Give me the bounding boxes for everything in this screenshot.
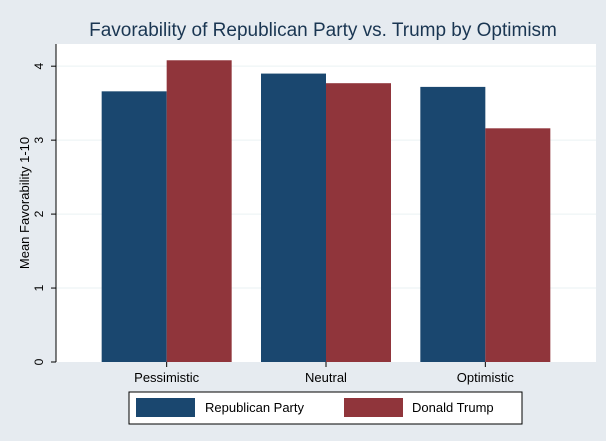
- x-axis-labels: Pessimistic Neutral Optimistic: [134, 362, 514, 385]
- x-tick-label: Optimistic: [457, 370, 515, 385]
- y-axis-ticks: 0 1 2 3 4: [32, 63, 56, 365]
- x-tick-label: Pessimistic: [134, 370, 200, 385]
- y-axis-label: Mean Favorability 1-10: [17, 137, 32, 269]
- y-tick-label: 2: [32, 210, 46, 217]
- bar-republican-party-neutral: [261, 73, 326, 363]
- y-tick-label: 1: [32, 284, 46, 291]
- legend-label: Republican Party: [205, 400, 304, 415]
- x-tick-label: Neutral: [305, 370, 347, 385]
- bar-republican-party-optimistic: [420, 86, 486, 363]
- y-tick-label: 4: [32, 63, 46, 70]
- bars: [101, 60, 551, 363]
- bar-republican-party-pessimistic: [101, 91, 167, 362]
- y-tick-label: 0: [32, 358, 46, 365]
- bar-donald-trump-optimistic: [485, 128, 551, 362]
- bar-donald-trump-neutral: [326, 83, 391, 363]
- legend-swatch: [344, 398, 403, 417]
- chart-title: Favorability of Republican Party vs. Tru…: [89, 20, 557, 41]
- bar-donald-trump-pessimistic: [166, 60, 232, 362]
- legend: Republican Party Donald Trump: [128, 391, 523, 425]
- legend-swatch: [136, 398, 195, 417]
- legend-label: Donald Trump: [412, 400, 494, 415]
- y-tick-label: 3: [32, 136, 46, 143]
